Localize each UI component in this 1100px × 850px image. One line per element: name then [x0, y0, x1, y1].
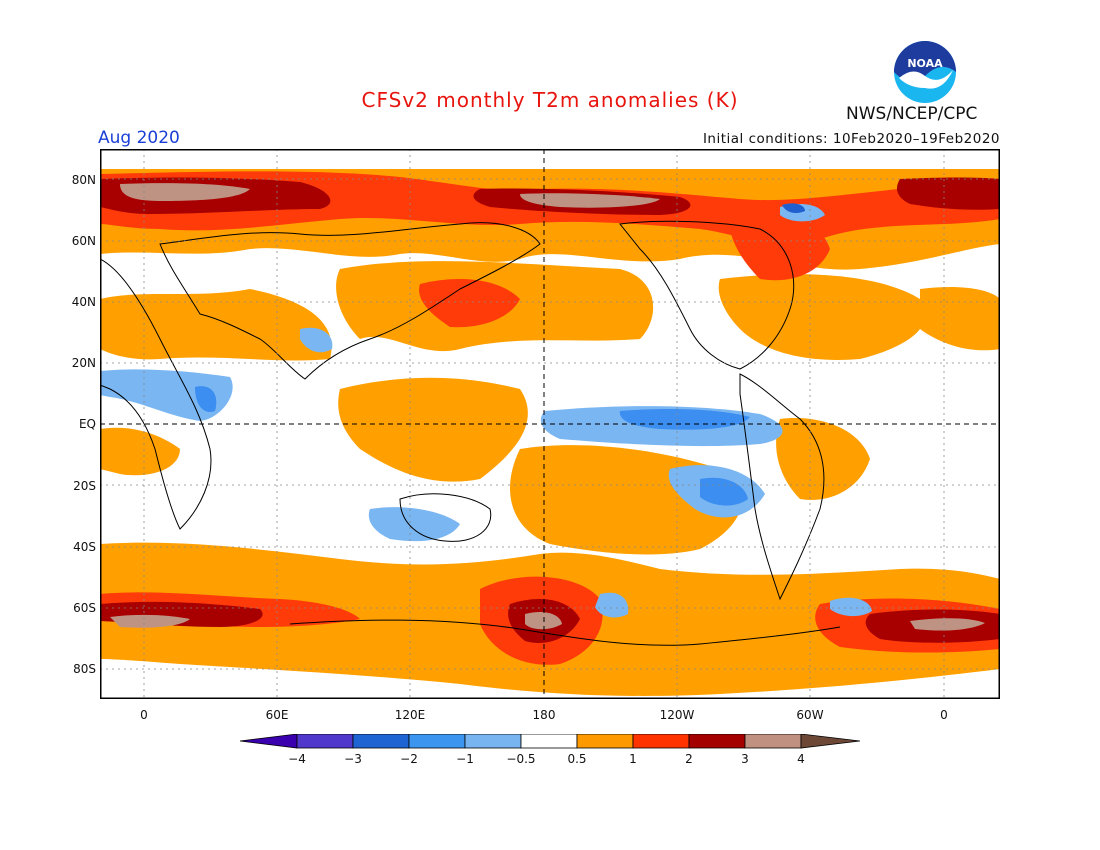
- initial-conditions: Initial conditions: 10Feb2020–19Feb2020: [702, 131, 1000, 147]
- colorbar-label: 4: [797, 752, 805, 766]
- colorbar-label: 1: [629, 752, 637, 766]
- lon-label-0: 0: [140, 708, 148, 722]
- colorbar-label: −4: [288, 752, 306, 766]
- colorbar-label: −1: [456, 752, 474, 766]
- coastlines: [100, 220, 841, 646]
- colorbar-swatch-7: [632, 734, 690, 749]
- graticule: [100, 149, 1000, 699]
- lon-label-120w: 120W: [659, 708, 695, 722]
- lat-label-80n: 80N: [71, 173, 96, 187]
- colorbar-label: −0.5: [506, 752, 536, 766]
- colorbar-label: −2: [400, 752, 418, 766]
- colorbar-swatch-3: [408, 734, 466, 749]
- lon-label-180: 180: [532, 708, 556, 722]
- anomaly-map: [100, 149, 1000, 699]
- noaa-logo: NOAA: [894, 41, 956, 103]
- colorbar-label: 2: [685, 752, 693, 766]
- extreme-warm-anomaly-fields: [110, 183, 985, 631]
- colorbar: [240, 734, 860, 749]
- lat-label-80s: 80S: [73, 662, 96, 676]
- colorbar-swatch-0: [240, 734, 298, 749]
- lat-label-40s: 40S: [73, 540, 96, 554]
- lon-label-60e: 60E: [265, 708, 289, 722]
- svg-text:NOAA: NOAA: [907, 57, 943, 70]
- lat-label-60s: 60S: [73, 601, 96, 615]
- colorbar-swatch-6: [576, 734, 634, 749]
- lon-label-60w: 60W: [796, 708, 824, 722]
- colorbar-label: 3: [741, 752, 749, 766]
- lat-label-60n: 60N: [71, 234, 96, 248]
- colorbar-swatch-9: [744, 734, 802, 749]
- lon-label-120e: 120E: [394, 708, 426, 722]
- lat-label-20n: 20N: [71, 356, 96, 370]
- lat-label-20s: 20S: [73, 479, 96, 493]
- colorbar-label: −3: [344, 752, 362, 766]
- colorbar-swatch-8: [688, 734, 746, 749]
- title: CFSv2 monthly T2m anomalies (K): [361, 88, 739, 112]
- colorbar-swatch-1: [296, 734, 354, 749]
- lat-label-40n: 40N: [71, 295, 96, 309]
- colorbar-label: 0.5: [567, 752, 587, 766]
- colorbar-swatch-10: [800, 734, 860, 749]
- colorbar-swatch-4: [464, 734, 522, 749]
- lat-label-eq: EQ: [78, 417, 96, 431]
- agency-label: NWS/NCEP/CPC: [846, 104, 978, 124]
- colorbar-swatch-2: [352, 734, 410, 749]
- month-label: Aug 2020: [98, 128, 180, 148]
- colorbar-swatch-5: [520, 734, 578, 749]
- lon-label-0-east: 0: [940, 708, 948, 722]
